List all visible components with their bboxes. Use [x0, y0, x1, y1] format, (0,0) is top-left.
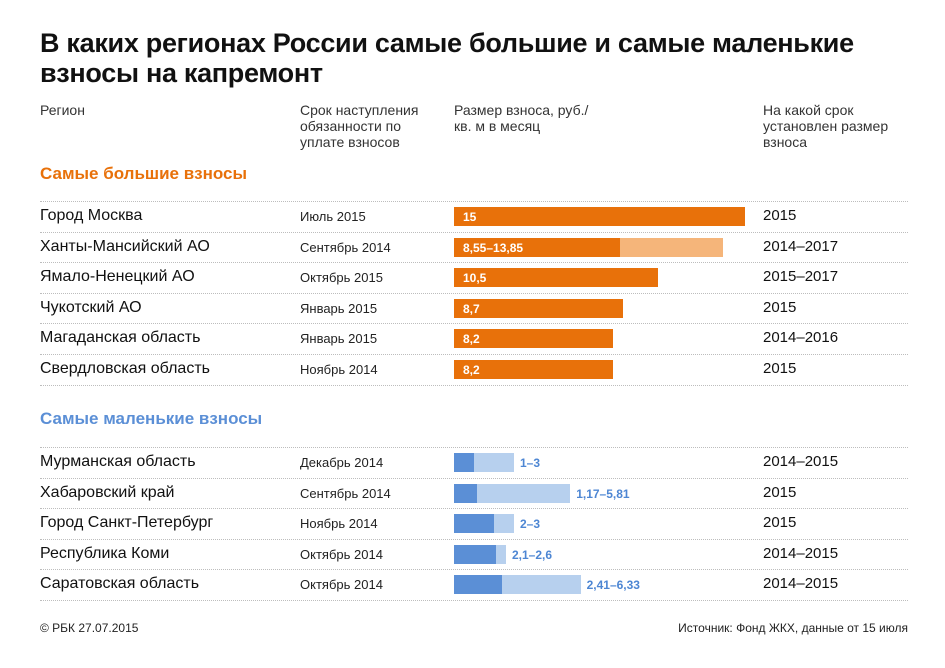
start-date: Январь 2015	[300, 300, 378, 316]
row-divider	[40, 508, 908, 510]
period-value: 2014–2015	[763, 544, 839, 562]
chart-title: В каких регионах России самые большие и …	[40, 28, 854, 88]
period-value: 2015	[763, 483, 797, 501]
bar-value-label: 8,2	[463, 332, 480, 347]
bar-min-value	[454, 575, 503, 595]
bar-value-label: 2,1–2,6	[512, 547, 553, 562]
row-divider	[40, 477, 908, 479]
table-row: Магаданская область Январь 2015 8,2 2014–20…	[40, 323, 908, 353]
bar-min-value	[454, 237, 620, 257]
column-header-period: На какой срок установлен размер взноса	[763, 102, 889, 150]
period-value: 2014–2016	[763, 329, 839, 347]
bar-min-value	[454, 483, 478, 503]
bar-min-value	[454, 360, 614, 379]
row-divider	[40, 354, 908, 355]
period-value: 2015–2017	[763, 268, 839, 286]
bar-min-value	[454, 268, 658, 288]
period-value: 2014–2015	[763, 453, 839, 470]
start-date: Октябрь 2014	[300, 577, 383, 593]
region-name: Чукотский АО	[40, 298, 142, 316]
column-header-region: Регион	[40, 102, 85, 118]
region-name: Мурманская область	[40, 453, 196, 470]
region-name: Свердловская область	[40, 360, 210, 377]
bar-value-label: 2–3	[520, 517, 541, 532]
bar-value-label: 1,17–5,81	[576, 486, 630, 501]
table-row: Республика Коми Октябрь 2014 2,1–2,6 2014–2…	[40, 538, 908, 569]
bar-value-label: 15	[463, 210, 477, 224]
period-value: 2015	[763, 360, 797, 377]
start-date: Сентябрь 2014	[300, 485, 391, 501]
bar-min-value	[454, 207, 745, 226]
period-value: 2015	[763, 207, 797, 224]
start-date: Январь 2015	[300, 331, 378, 347]
region-name: Саратовская область	[40, 575, 200, 593]
bar-value-label: 2,41–6,33	[586, 578, 640, 593]
row-divider	[40, 262, 908, 264]
table-row: Город Москва Июль 2015 15 2015	[40, 201, 908, 231]
start-date: Октябрь 2015	[300, 270, 383, 286]
start-date: Декабрь 2014	[300, 455, 384, 470]
row-divider	[40, 538, 908, 540]
bar-min-value	[454, 544, 496, 564]
region-name: Республика Коми	[40, 544, 170, 562]
start-date: Октябрь 2014	[300, 546, 383, 562]
bar-value-label: 8,7	[463, 301, 480, 316]
start-date: Сентябрь 2014	[300, 239, 391, 255]
divider-bottom-largest	[40, 385, 908, 386]
region-name: Ханты-Мансийский АО	[40, 237, 210, 255]
start-date: Ноябрь 2014	[300, 516, 378, 532]
region-name: Магаданская область	[40, 329, 201, 347]
table-row: Чукотский АО Январь 2015 8,7 2015	[40, 292, 908, 323]
row-divider	[40, 292, 908, 294]
bar-min-value	[454, 453, 474, 472]
row-divider	[40, 569, 908, 571]
region-name: Город Москва	[40, 207, 143, 224]
table-row: Ямало-Ненецкий АО Октябрь 2015 10,5 2015–20…	[40, 262, 908, 292]
period-value: 2014–2017	[763, 237, 839, 255]
column-header-amount: Размер взноса, руб./кв. м в месяц	[454, 102, 589, 134]
region-name: Ямало-Ненецкий АО	[40, 268, 195, 286]
bar-value-label: 8,55–13,85	[463, 240, 524, 255]
region-name: Город Санкт-Петербург	[40, 514, 214, 532]
section-heading-smallest: Самые маленькие взносы	[40, 409, 263, 428]
period-value: 2015	[763, 514, 797, 532]
table-row: Хабаровский край Сентябрь 2014 1,17–5,81 20…	[40, 477, 908, 508]
table-row: Свердловская область Ноябрь 2014 8,2 2015	[40, 354, 908, 384]
bar-min-value	[454, 298, 623, 318]
bar-min-value	[454, 329, 614, 349]
bar-value-label: 8,2	[463, 363, 480, 377]
row-divider	[40, 447, 908, 448]
row-divider	[40, 323, 908, 325]
table-row: Ханты-Мансийский АО Сентябрь 2014 8,55–13,…	[40, 231, 908, 262]
start-date: Ноябрь 2014	[300, 362, 378, 377]
source-note: Источник: Фонд ЖКХ, данные от 15 июля	[678, 621, 908, 635]
start-date: Июль 2015	[300, 209, 366, 224]
copyright: © РБК 27.07.2015	[40, 621, 139, 635]
bar-value-label: 1–3	[520, 456, 541, 470]
region-name: Хабаровский край	[40, 483, 175, 501]
bar-value-label: 10,5	[463, 271, 487, 286]
period-value: 2014–2015	[763, 575, 839, 593]
table-row: Саратовская область Октябрь 2014 2,41–6,33…	[40, 569, 908, 599]
column-header-start: Срок наступления обязанности по уплате в…	[300, 102, 419, 150]
table-row: Мурманская область Декабрь 2014 1–3 2014–20…	[40, 447, 908, 477]
bar-range	[454, 483, 571, 503]
period-value: 2015	[763, 298, 797, 316]
divider-bottom-smallest	[40, 600, 908, 601]
row-divider	[40, 201, 908, 202]
row-divider	[40, 231, 908, 233]
table-row: Город Санкт-Петербург Ноябрь 2014 2–3 2015	[40, 508, 908, 538]
bar-min-value	[454, 514, 494, 534]
section-heading-largest: Самые большие взносы	[40, 164, 248, 183]
